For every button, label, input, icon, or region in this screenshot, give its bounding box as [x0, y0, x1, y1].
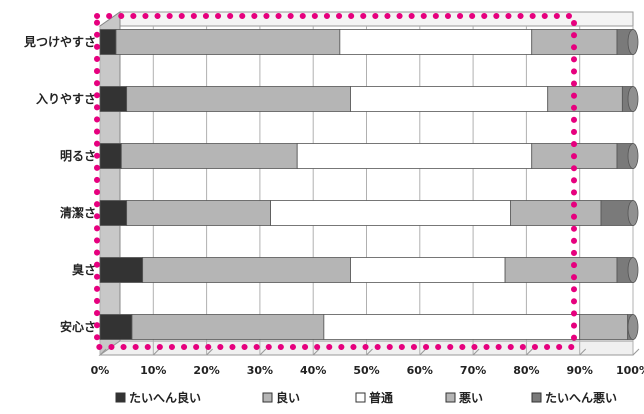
gridline-floor: [99, 348, 107, 356]
category-label: 安心さ: [60, 319, 96, 334]
bar-segment-4: [504, 257, 618, 283]
x-tick-label: 0%: [91, 364, 110, 377]
bar-segment-2: [126, 200, 271, 226]
bar-segment-3: [350, 86, 549, 112]
legend-label: 普通: [369, 390, 393, 405]
bar-end-cap: [627, 200, 639, 226]
x-tick-label: 50%: [353, 364, 379, 377]
bar-end-cap: [627, 29, 639, 55]
bar-segment-3: [350, 257, 506, 283]
gridline-floor: [419, 348, 427, 356]
legend-label: 良い: [276, 390, 300, 405]
gridline-floor: [526, 348, 533, 356]
bar-end-cap: [627, 314, 639, 340]
bar-end-cap: [627, 86, 639, 112]
bar-segment-1: [99, 29, 117, 55]
legend-swatch: [262, 392, 273, 403]
bar-segment-4: [579, 314, 629, 340]
legend-swatch: [531, 392, 542, 403]
legend-swatch: [355, 392, 366, 403]
x-tick-label: 80%: [513, 364, 539, 377]
bar-segment-1: [99, 257, 144, 283]
category-label: 清潔さ: [60, 205, 96, 220]
legend-label: たいへん悪い: [545, 391, 617, 405]
x-tick-label: 40%: [300, 364, 326, 377]
bar-end-cap: [627, 143, 639, 169]
category-label: 臭さ: [72, 262, 96, 277]
chart-left-wall: [99, 11, 121, 356]
category-label: 見つけやすさ: [23, 34, 96, 49]
x-tick-label: 10%: [140, 364, 166, 377]
bar-end-cap: [627, 257, 639, 283]
bar-segment-2: [115, 29, 341, 55]
bar-segment-3: [323, 314, 581, 340]
legend-swatch: [115, 392, 126, 403]
legend-label: たいへん良い: [129, 390, 201, 405]
gridline-floor: [579, 348, 587, 356]
bar-segment-4: [510, 200, 602, 226]
bar-segment-3: [296, 143, 533, 169]
bar-segment-3: [270, 200, 511, 226]
gridline-floor: [312, 348, 320, 356]
gridline-floor: [152, 348, 160, 356]
bar-segment-2: [142, 257, 351, 283]
gridline-floor: [472, 348, 480, 356]
bar-segment-4: [547, 86, 623, 112]
x-tick-label: 20%: [193, 364, 219, 377]
bar-segment-2: [126, 86, 351, 112]
x-tick-label: 60%: [407, 364, 433, 377]
highlight-dotted-rectangle: [94, 13, 577, 350]
x-tick-label: 90%: [567, 364, 593, 377]
x-tick-label: 30%: [247, 364, 273, 377]
bar-segment-3: [339, 29, 533, 55]
x-tick-label: 70%: [460, 364, 486, 377]
gridline-floor: [632, 348, 640, 356]
x-tick-label: 100%: [616, 364, 644, 377]
bar-segment-1: [99, 200, 128, 226]
bar-segment-1: [99, 314, 133, 340]
gridline-floor: [206, 348, 213, 356]
gridline-floor: [259, 348, 267, 356]
bar-segment-2: [120, 143, 298, 169]
legend-swatch: [445, 392, 456, 403]
bar-segment-1: [99, 86, 128, 112]
gridline-floor: [366, 348, 373, 356]
category-label: 明るさ: [60, 149, 96, 163]
legend-label: 悪い: [459, 391, 483, 405]
bar-segment-1: [99, 143, 122, 169]
category-label: 入りやすさ: [36, 92, 96, 106]
bar-segment-2: [131, 314, 325, 340]
